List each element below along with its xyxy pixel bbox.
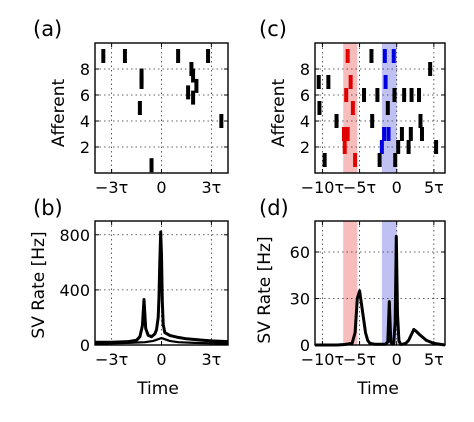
spike-mark-7 xyxy=(139,68,144,83)
spike-mark-5 xyxy=(326,75,331,89)
ytick-label-2: 800 xyxy=(59,226,90,245)
spike-mark-12 xyxy=(219,114,224,128)
xtick-label-0: −10τ xyxy=(301,350,344,369)
panel-label-a: (a) xyxy=(33,17,62,41)
spike-mark-24 xyxy=(382,127,387,141)
ytick-label-0: 0 xyxy=(80,336,90,355)
spike-mark-1 xyxy=(122,49,127,63)
ylabel-c: Afferent xyxy=(269,79,289,148)
ytick-label-1: 4 xyxy=(80,112,90,131)
spike-mark-0 xyxy=(345,49,350,63)
xtick-label-1: 0 xyxy=(156,178,166,197)
ylabel-d: SV Rate [Hz] xyxy=(255,236,275,343)
spike-mark-11 xyxy=(375,88,380,102)
ytick-label-2: 6 xyxy=(300,86,310,105)
spike-mark-13 xyxy=(149,158,154,173)
ytick-label-2: 6 xyxy=(80,86,90,105)
ytick-label-2: 60 xyxy=(290,243,310,262)
xtick-label-0: −3τ xyxy=(95,178,128,197)
rate-series-0 xyxy=(95,230,229,344)
xtick-label-1: 0 xyxy=(156,350,166,369)
spike-mark-2 xyxy=(382,49,387,63)
ytick-label-1: 4 xyxy=(300,112,310,131)
spike-mark-8 xyxy=(194,78,199,93)
panel-label-c: (c) xyxy=(259,17,287,41)
xtick-label-2: 0 xyxy=(392,350,402,369)
xlabel-b: Time xyxy=(136,379,179,399)
spike-mark-27 xyxy=(408,127,413,141)
rate-series-0 xyxy=(315,235,446,347)
spike-mark-9 xyxy=(186,85,191,100)
ytick-label-1: 400 xyxy=(59,281,90,300)
xtick-label-0: −10τ xyxy=(301,178,344,197)
spike-mark-22 xyxy=(341,127,346,141)
axes-frame-c xyxy=(314,42,446,174)
spike-mark-4 xyxy=(316,75,321,89)
spike-mark-34 xyxy=(322,153,327,167)
ytick-label-0: 2 xyxy=(300,138,310,157)
rate-series-1 xyxy=(94,337,229,345)
spike-mark-2 xyxy=(176,49,181,63)
spike-mark-14 xyxy=(409,88,414,102)
ytick-label-3: 8 xyxy=(300,60,310,79)
panel-label-d: (d) xyxy=(259,196,289,220)
spike-mark-36 xyxy=(377,153,382,167)
spike-mark-11 xyxy=(137,101,142,115)
spike-mark-17 xyxy=(350,101,355,115)
spike-mark-9 xyxy=(344,88,349,102)
ylabel-b: SV Rate [Hz] xyxy=(29,231,49,338)
spike-mark-7 xyxy=(383,75,388,89)
spike-mark-0 xyxy=(101,49,106,63)
spike-mark-31 xyxy=(396,140,401,154)
spike-mark-20 xyxy=(370,114,375,128)
xtick-label-2: 3τ xyxy=(201,350,221,369)
spike-mark-28 xyxy=(419,127,424,141)
spike-mark-33 xyxy=(434,140,439,154)
xtick-label-1: −5τ xyxy=(343,350,376,369)
xtick-label-3: 5τ xyxy=(424,350,444,369)
ytick-label-0: 0 xyxy=(300,336,310,355)
spike-mark-12 xyxy=(392,88,397,102)
spike-mark-3 xyxy=(391,49,396,63)
spike-mark-18 xyxy=(385,101,390,115)
spike-mark-25 xyxy=(386,127,391,141)
xtick-label-2: 3τ xyxy=(201,178,221,197)
ylabel-a: Afferent xyxy=(49,79,69,148)
spike-mark-16 xyxy=(317,101,322,115)
spike-mark-15 xyxy=(417,88,421,102)
spike-mark-21 xyxy=(418,114,423,128)
spike-mark-32 xyxy=(406,140,411,154)
spike-mark-29 xyxy=(342,140,347,154)
panel-label-b: (b) xyxy=(33,196,63,220)
spike-mark-10 xyxy=(362,88,367,102)
spike-mark-19 xyxy=(334,114,339,128)
xtick-label-0: −3τ xyxy=(95,350,128,369)
panel-d: (d) −10τ−5τ 0 5τ 0 30 60 SV Rate [Hz] Time xyxy=(255,196,446,399)
panel-c: (c) −10τ−5τ 0 5τ 2 4 6 8 Afferent xyxy=(259,17,446,197)
spike-mark-3 xyxy=(206,49,211,63)
spike-mark-6 xyxy=(348,75,353,89)
spike-mark-1 xyxy=(369,49,374,63)
spike-mark-10 xyxy=(191,90,196,105)
spike-mark-13 xyxy=(402,88,407,102)
axes-frame-d xyxy=(314,220,446,346)
spike-mark-30 xyxy=(379,140,384,154)
xtick-label-1: −5τ xyxy=(343,178,376,197)
ytick-label-0: 2 xyxy=(80,138,90,157)
spike-mark-37 xyxy=(393,153,398,167)
spike-mark-8 xyxy=(428,62,433,76)
xtick-label-2: 0 xyxy=(392,178,402,197)
spike-mark-35 xyxy=(353,153,358,167)
ytick-label-3: 8 xyxy=(80,60,90,79)
panel-b: (b) −3τ 0 3τ 0 400 800 SV Rate [Hz] Time xyxy=(29,196,229,399)
spike-mark-5 xyxy=(191,68,196,83)
panel-a: (a) −3τ 0 3τ 2 4 6 8 Afferent xyxy=(33,17,229,197)
xlabel-d: Time xyxy=(356,379,399,399)
xtick-label-3: 5τ xyxy=(424,178,444,197)
spike-mark-26 xyxy=(399,127,404,141)
ytick-label-1: 30 xyxy=(290,290,310,309)
spike-mark-23 xyxy=(345,127,350,141)
